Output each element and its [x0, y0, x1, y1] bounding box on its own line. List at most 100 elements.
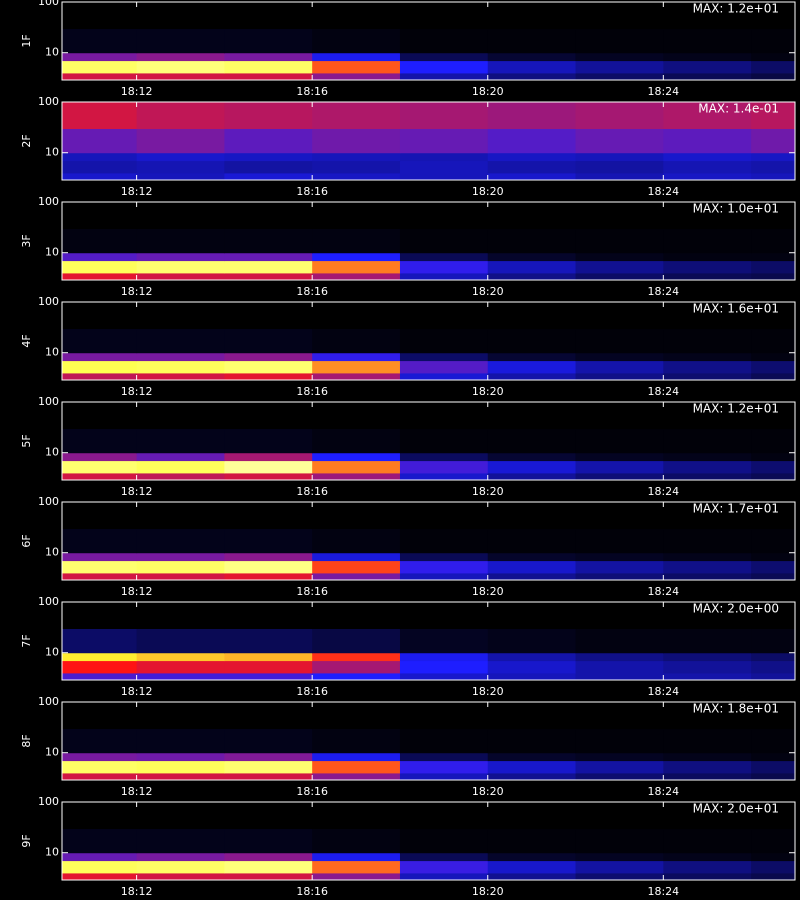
heat-cell — [399, 828, 489, 854]
heat-cell — [312, 828, 401, 854]
heat-cell — [575, 102, 664, 130]
heat-cell — [224, 252, 313, 262]
heat-cell — [62, 2, 138, 30]
y-tick-label: 10 — [45, 546, 59, 559]
heat-cell — [312, 52, 401, 62]
heat-cell — [487, 152, 577, 162]
heat-cell — [751, 760, 796, 774]
heat-cell — [751, 502, 796, 530]
heat-cell — [399, 102, 489, 130]
heat-cell — [224, 552, 313, 562]
heat-cell — [575, 452, 664, 462]
heat-cell — [224, 872, 313, 881]
heat-cell — [62, 302, 138, 330]
x-tick-label: 18:24 — [647, 585, 679, 598]
x-tick-label: 18:16 — [296, 85, 328, 98]
heat-cell — [751, 72, 796, 81]
heat-cell — [312, 772, 401, 781]
heat-cell — [399, 760, 489, 774]
y-axis-label: 4F — [20, 334, 33, 347]
heat-cell — [136, 760, 225, 774]
heat-cell — [487, 272, 577, 281]
heat-cell — [62, 260, 138, 274]
heat-cell — [62, 472, 138, 481]
heat-cell — [663, 272, 752, 281]
heat-cell — [224, 472, 313, 481]
heat-cell — [312, 252, 401, 262]
heat-cell — [136, 552, 225, 562]
heat-cell — [62, 728, 138, 754]
heat-cell — [487, 372, 577, 381]
heat-cell — [136, 260, 225, 274]
x-tick-label: 18:16 — [296, 485, 328, 498]
heat-cell — [751, 560, 796, 574]
x-tick-label: 18:12 — [121, 885, 153, 898]
heat-cell — [312, 652, 401, 662]
heat-cell — [62, 72, 138, 81]
heat-cell — [312, 552, 401, 562]
heat-cell — [62, 352, 138, 362]
heat-cell — [224, 652, 313, 662]
heat-cell — [575, 472, 664, 481]
heat-cell — [663, 860, 752, 874]
heat-cell — [663, 360, 752, 374]
heat-cell — [575, 128, 664, 154]
plot-frame — [61, 401, 796, 481]
heat-cell — [62, 152, 138, 162]
heat-cell — [224, 828, 313, 854]
max-annotation: MAX: 1.8e+01 — [693, 702, 779, 716]
heat-cell — [62, 652, 138, 662]
y-tick-label: 10 — [45, 446, 59, 459]
x-tick-label: 18:20 — [472, 385, 504, 398]
heat-cell — [663, 28, 752, 54]
heat-cell — [663, 352, 752, 362]
y-axis-label: 8F — [20, 734, 33, 747]
x-tick-label: 18:24 — [647, 385, 679, 398]
heat-cell — [399, 360, 489, 374]
heat-cell — [575, 860, 664, 874]
heat-cell — [399, 252, 489, 262]
heat-cell — [575, 552, 664, 562]
x-tick-label: 18:16 — [296, 385, 328, 398]
heat-cell — [312, 460, 401, 474]
max-annotation: MAX: 1.7e+01 — [693, 502, 779, 516]
heat-cell — [399, 860, 489, 874]
heat-cell — [487, 228, 577, 254]
heat-cell — [312, 452, 401, 462]
heat-cell — [312, 572, 401, 581]
heat-cell — [312, 660, 401, 674]
heat-cell — [487, 802, 577, 830]
heat-cell — [751, 652, 796, 662]
heat-cell — [399, 60, 489, 74]
heat-cell — [663, 772, 752, 781]
heat-cell — [575, 752, 664, 762]
heat-cell — [751, 28, 796, 54]
heat-cell — [136, 628, 225, 654]
max-annotation: MAX: 1.6e+01 — [693, 302, 779, 316]
heat-cell — [751, 128, 796, 154]
heat-cell — [399, 852, 489, 862]
heat-cell — [312, 760, 401, 774]
heat-cell — [62, 872, 138, 881]
heat-cell — [487, 728, 577, 754]
heat-cell — [751, 660, 796, 674]
heat-cell — [487, 828, 577, 854]
heat-cell — [399, 52, 489, 62]
y-tick-label: 10 — [45, 46, 59, 59]
heat-cell — [663, 872, 752, 881]
heat-cell — [399, 560, 489, 574]
heat-cell — [663, 102, 752, 130]
heat-cell — [312, 102, 401, 130]
heat-cell — [136, 852, 225, 862]
y-tick-label: 10 — [45, 746, 59, 759]
heat-cell — [399, 28, 489, 54]
heat-cell — [136, 502, 225, 530]
heat-cell — [136, 52, 225, 62]
heat-cell — [312, 802, 401, 830]
heat-cell — [399, 802, 489, 830]
max-annotation: MAX: 1.2e+01 — [693, 402, 779, 416]
heat-cell — [575, 160, 664, 174]
heat-cell — [224, 28, 313, 54]
heat-cell — [62, 172, 138, 181]
heat-cell — [224, 328, 313, 354]
